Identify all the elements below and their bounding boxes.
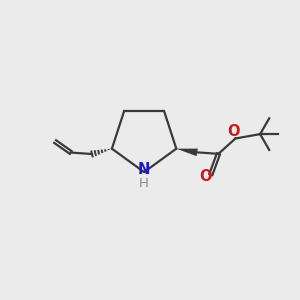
Text: N: N — [138, 162, 150, 177]
Text: O: O — [228, 124, 240, 139]
Polygon shape — [176, 148, 198, 156]
Text: H: H — [139, 177, 149, 190]
Text: O: O — [199, 169, 212, 184]
